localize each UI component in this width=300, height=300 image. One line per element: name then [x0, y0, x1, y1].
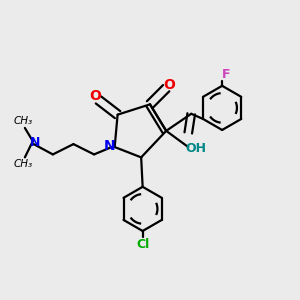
- Text: N: N: [103, 140, 115, 154]
- Text: O: O: [163, 78, 175, 92]
- Text: Cl: Cl: [136, 238, 149, 251]
- Text: CH₃: CH₃: [14, 159, 33, 169]
- Text: O: O: [89, 89, 101, 103]
- Text: N: N: [29, 136, 40, 149]
- Text: OH: OH: [185, 142, 206, 155]
- Text: F: F: [221, 68, 230, 81]
- Text: CH₃: CH₃: [14, 116, 33, 126]
